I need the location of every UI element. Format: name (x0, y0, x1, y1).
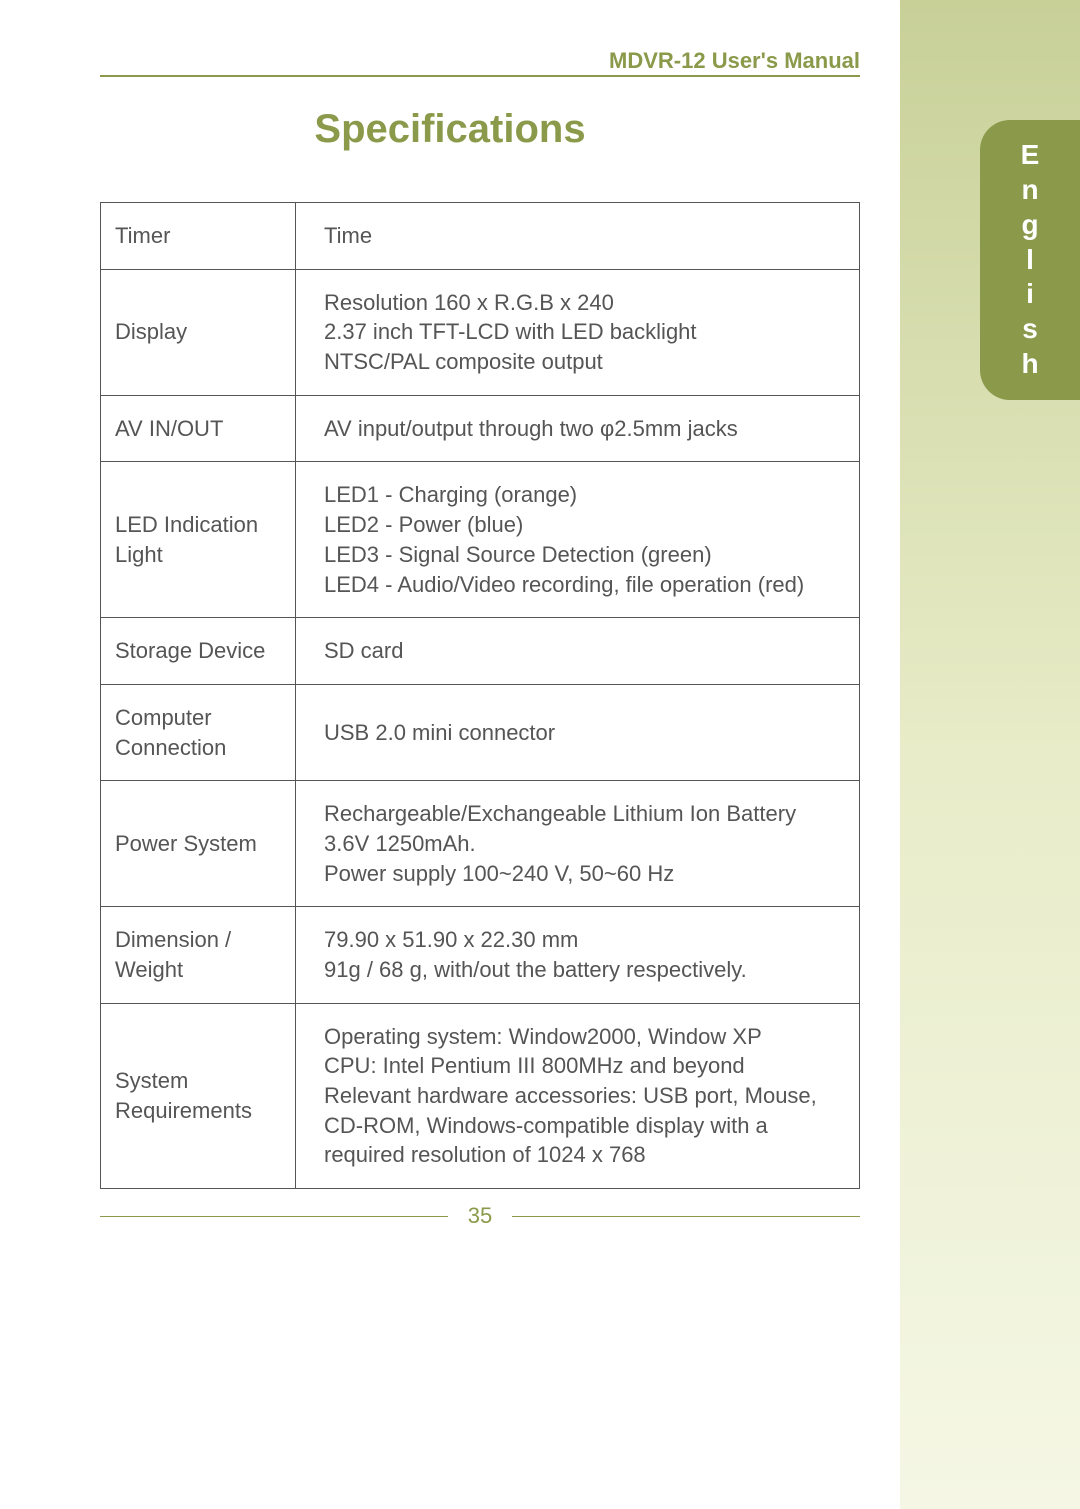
footer-rule-right (512, 1216, 860, 1217)
spec-label: Timer (101, 203, 296, 270)
spec-label: Power System (101, 781, 296, 907)
lang-char: s (1022, 314, 1038, 345)
spec-label: System Requirements (101, 1003, 296, 1188)
language-tab: E n g l i s h (980, 120, 1080, 400)
spec-label: Display (101, 269, 296, 395)
spec-value: Rechargeable/Exchangeable Lithium Ion Ba… (296, 781, 860, 907)
spec-label: Dimension / Weight (101, 907, 296, 1003)
table-row: AV IN/OUT AV input/output through two φ2… (101, 395, 860, 462)
table-row: System Requirements Operating system: Wi… (101, 1003, 860, 1188)
spec-value: SD card (296, 618, 860, 685)
table-row: Timer Time (101, 203, 860, 270)
page-number: 35 (448, 1203, 512, 1229)
header-rule (100, 75, 860, 77)
manual-title: MDVR-12 User's Manual (589, 48, 860, 74)
lang-char: E (1021, 140, 1040, 171)
table-row: Storage Device SD card (101, 618, 860, 685)
spec-label: LED Indication Light (101, 462, 296, 618)
spec-value: USB 2.0 mini connector (296, 684, 860, 780)
table-row: Dimension / Weight 79.90 x 51.90 x 22.30… (101, 907, 860, 1003)
footer: 35 (100, 1203, 860, 1229)
spec-label: Storage Device (101, 618, 296, 685)
footer-rule-left (100, 1216, 448, 1217)
spec-value: Operating system: Window2000, Window XPC… (296, 1003, 860, 1188)
spec-value: LED1 - Charging (orange)LED2 - Power (bl… (296, 462, 860, 618)
specifications-table: Timer Time Display Resolution 160 x R.G.… (100, 202, 860, 1189)
table-row: Display Resolution 160 x R.G.B x 2402.37… (101, 269, 860, 395)
lang-char: h (1021, 349, 1038, 380)
spec-value: Resolution 160 x R.G.B x 2402.37 inch TF… (296, 269, 860, 395)
table-row: Power System Rechargeable/Exchangeable L… (101, 781, 860, 907)
spec-label: Computer Connection (101, 684, 296, 780)
lang-char: n (1021, 175, 1038, 206)
lang-char: g (1021, 210, 1038, 241)
table-row: Computer Connection USB 2.0 mini connect… (101, 684, 860, 780)
lang-char: l (1026, 245, 1034, 276)
spec-label: AV IN/OUT (101, 395, 296, 462)
spec-value: 79.90 x 51.90 x 22.30 mm91g / 68 g, with… (296, 907, 860, 1003)
spec-value: Time (296, 203, 860, 270)
spec-value: AV input/output through two φ2.5mm jacks (296, 395, 860, 462)
lang-char: i (1026, 279, 1034, 310)
page-title: Specifications (0, 107, 900, 152)
table-row: LED Indication Light LED1 - Charging (or… (101, 462, 860, 618)
table-body: Timer Time Display Resolution 160 x R.G.… (101, 203, 860, 1189)
page-content: MDVR-12 User's Manual Specifications Tim… (0, 0, 900, 1509)
